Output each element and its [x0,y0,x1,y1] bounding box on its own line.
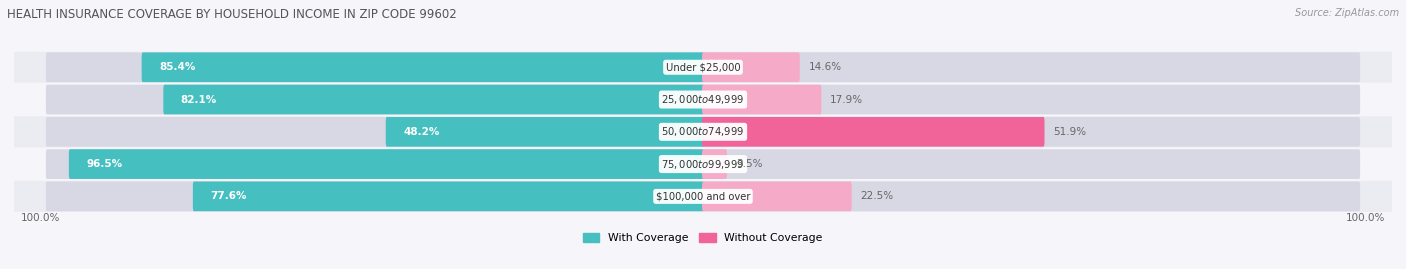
FancyBboxPatch shape [702,182,1360,211]
Text: 85.4%: 85.4% [159,62,195,72]
FancyBboxPatch shape [702,117,1360,147]
FancyBboxPatch shape [14,116,1392,147]
Text: 17.9%: 17.9% [831,94,863,105]
FancyBboxPatch shape [46,52,704,82]
FancyBboxPatch shape [14,181,1392,212]
FancyBboxPatch shape [702,52,800,82]
Text: Under $25,000: Under $25,000 [665,62,741,72]
Text: 100.0%: 100.0% [1346,213,1385,223]
FancyBboxPatch shape [702,117,1045,147]
Text: 100.0%: 100.0% [21,213,60,223]
Text: 48.2%: 48.2% [404,127,440,137]
FancyBboxPatch shape [702,85,1360,114]
Text: 82.1%: 82.1% [181,94,217,105]
FancyBboxPatch shape [69,149,704,179]
FancyBboxPatch shape [46,182,704,211]
Text: HEALTH INSURANCE COVERAGE BY HOUSEHOLD INCOME IN ZIP CODE 99602: HEALTH INSURANCE COVERAGE BY HOUSEHOLD I… [7,8,457,21]
Text: $75,000 to $99,999: $75,000 to $99,999 [661,158,745,171]
FancyBboxPatch shape [46,117,704,147]
FancyBboxPatch shape [702,85,821,114]
FancyBboxPatch shape [14,148,1392,180]
Text: Source: ZipAtlas.com: Source: ZipAtlas.com [1295,8,1399,18]
FancyBboxPatch shape [46,149,704,179]
FancyBboxPatch shape [702,149,727,179]
Text: 22.5%: 22.5% [860,191,894,201]
FancyBboxPatch shape [14,52,1392,83]
Text: 14.6%: 14.6% [808,62,842,72]
FancyBboxPatch shape [385,117,704,147]
FancyBboxPatch shape [702,149,1360,179]
Text: $25,000 to $49,999: $25,000 to $49,999 [661,93,745,106]
FancyBboxPatch shape [163,85,704,114]
Legend: With Coverage, Without Coverage: With Coverage, Without Coverage [579,228,827,247]
FancyBboxPatch shape [702,182,852,211]
Text: 3.5%: 3.5% [735,159,762,169]
Text: $50,000 to $74,999: $50,000 to $74,999 [661,125,745,138]
FancyBboxPatch shape [14,84,1392,115]
FancyBboxPatch shape [142,52,704,82]
Text: 77.6%: 77.6% [211,191,246,201]
FancyBboxPatch shape [46,85,704,114]
FancyBboxPatch shape [193,182,704,211]
FancyBboxPatch shape [702,52,1360,82]
Text: $100,000 and over: $100,000 and over [655,191,751,201]
Text: 51.9%: 51.9% [1053,127,1087,137]
Text: 96.5%: 96.5% [86,159,122,169]
